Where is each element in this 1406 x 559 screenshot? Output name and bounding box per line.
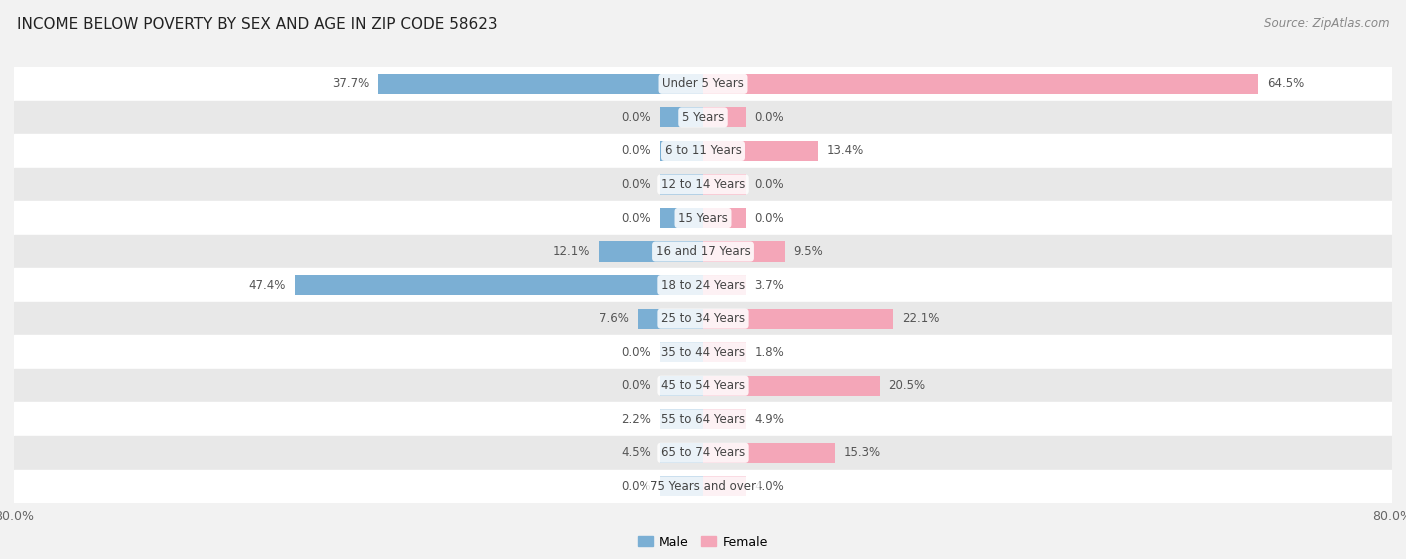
Bar: [703, 275, 747, 295]
Text: 12 to 14 Years: 12 to 14 Years: [661, 178, 745, 191]
Bar: [14, 402, 1392, 436]
Bar: [703, 174, 747, 195]
Bar: [14, 436, 1392, 470]
Bar: [295, 275, 703, 295]
Bar: [599, 241, 703, 262]
Text: 35 to 44 Years: 35 to 44 Years: [661, 345, 745, 359]
Bar: [703, 107, 747, 127]
Text: 75 Years and over: 75 Years and over: [650, 480, 756, 493]
Text: 0.0%: 0.0%: [621, 345, 651, 359]
Bar: [703, 208, 747, 228]
Text: 0.0%: 0.0%: [755, 211, 785, 225]
Text: 16 and 17 Years: 16 and 17 Years: [655, 245, 751, 258]
Bar: [637, 309, 703, 329]
Text: 25 to 34 Years: 25 to 34 Years: [661, 312, 745, 325]
Text: 4.9%: 4.9%: [755, 413, 785, 426]
Bar: [14, 168, 1392, 201]
Bar: [659, 141, 703, 161]
Bar: [703, 74, 1258, 94]
Text: 1.8%: 1.8%: [755, 345, 785, 359]
Text: 12.1%: 12.1%: [553, 245, 591, 258]
Text: 0.0%: 0.0%: [755, 111, 785, 124]
Bar: [703, 409, 747, 429]
Bar: [14, 101, 1392, 134]
Bar: [14, 302, 1392, 335]
Bar: [14, 67, 1392, 101]
Bar: [14, 369, 1392, 402]
Bar: [703, 241, 785, 262]
Bar: [659, 476, 703, 496]
Text: Source: ZipAtlas.com: Source: ZipAtlas.com: [1264, 17, 1389, 30]
Text: INCOME BELOW POVERTY BY SEX AND AGE IN ZIP CODE 58623: INCOME BELOW POVERTY BY SEX AND AGE IN Z…: [17, 17, 498, 32]
Text: 65 to 74 Years: 65 to 74 Years: [661, 446, 745, 459]
Text: 18 to 24 Years: 18 to 24 Years: [661, 278, 745, 292]
Bar: [703, 476, 747, 496]
Text: 0.0%: 0.0%: [621, 111, 651, 124]
Text: 3.7%: 3.7%: [755, 278, 785, 292]
Text: 15.3%: 15.3%: [844, 446, 880, 459]
Text: 55 to 64 Years: 55 to 64 Years: [661, 413, 745, 426]
Bar: [14, 470, 1392, 503]
Bar: [14, 235, 1392, 268]
Bar: [14, 335, 1392, 369]
Text: 4.0%: 4.0%: [755, 480, 785, 493]
Legend: Male, Female: Male, Female: [633, 530, 773, 553]
Text: 5 Years: 5 Years: [682, 111, 724, 124]
Text: 22.1%: 22.1%: [901, 312, 939, 325]
Bar: [14, 201, 1392, 235]
Bar: [378, 74, 703, 94]
Bar: [14, 268, 1392, 302]
Text: 64.5%: 64.5%: [1267, 77, 1305, 91]
Bar: [14, 134, 1392, 168]
Text: 20.5%: 20.5%: [889, 379, 925, 392]
Bar: [659, 443, 703, 463]
Bar: [659, 208, 703, 228]
Text: 15 Years: 15 Years: [678, 211, 728, 225]
Text: 0.0%: 0.0%: [755, 178, 785, 191]
Bar: [659, 409, 703, 429]
Text: 2.2%: 2.2%: [621, 413, 651, 426]
Text: 0.0%: 0.0%: [621, 480, 651, 493]
Text: 45 to 54 Years: 45 to 54 Years: [661, 379, 745, 392]
Bar: [703, 443, 835, 463]
Text: 0.0%: 0.0%: [621, 178, 651, 191]
Text: 4.5%: 4.5%: [621, 446, 651, 459]
Bar: [703, 376, 880, 396]
Bar: [703, 342, 747, 362]
Bar: [659, 107, 703, 127]
Text: 7.6%: 7.6%: [599, 312, 628, 325]
Text: 0.0%: 0.0%: [621, 144, 651, 158]
Bar: [659, 174, 703, 195]
Text: 47.4%: 47.4%: [249, 278, 287, 292]
Bar: [659, 342, 703, 362]
Text: 0.0%: 0.0%: [621, 211, 651, 225]
Text: Under 5 Years: Under 5 Years: [662, 77, 744, 91]
Text: 6 to 11 Years: 6 to 11 Years: [665, 144, 741, 158]
Text: 37.7%: 37.7%: [332, 77, 370, 91]
Text: 0.0%: 0.0%: [621, 379, 651, 392]
Text: 9.5%: 9.5%: [793, 245, 823, 258]
Bar: [659, 376, 703, 396]
Text: 13.4%: 13.4%: [827, 144, 865, 158]
Bar: [703, 141, 818, 161]
Bar: [703, 309, 893, 329]
